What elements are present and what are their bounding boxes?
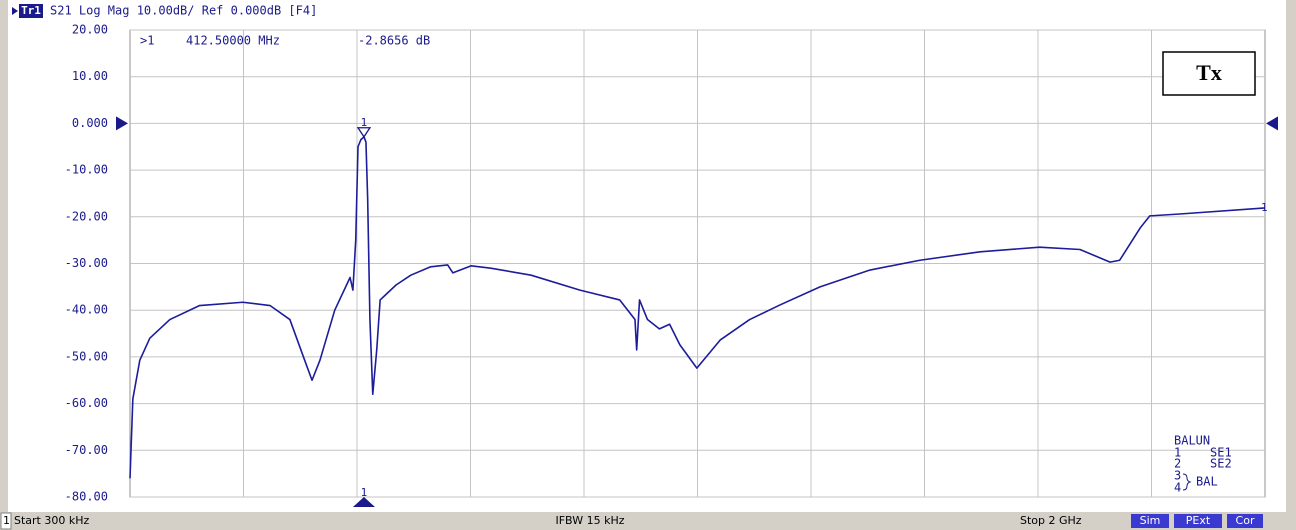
legend-brace	[1182, 473, 1192, 491]
legend-name: BAL	[1196, 475, 1218, 489]
marker-prefix: >1	[140, 34, 154, 48]
y-tick-label: -70.00	[65, 443, 108, 457]
y-tick-label: -60.00	[65, 396, 108, 410]
ref-arrow-right	[1266, 116, 1278, 131]
legend-port: 4	[1174, 481, 1181, 495]
trace-end-label: 1	[1261, 201, 1268, 214]
screen	[8, 0, 1286, 512]
y-tick-label: -40.00	[65, 303, 108, 317]
legend-title: BALUN	[1174, 434, 1210, 448]
status-badge-label: Sim	[1140, 514, 1161, 527]
y-tick-label: 20.00	[72, 23, 108, 37]
marker	[356, 127, 372, 138]
trace	[129, 136, 1266, 479]
status-badge-label: PExt	[1186, 514, 1211, 527]
annotation: Tx	[1196, 60, 1222, 85]
y-tick-label: -20.00	[65, 209, 108, 223]
grid	[130, 29, 1265, 498]
marker-frequency: 412.50000 MHz	[186, 34, 280, 48]
legend-port: 3	[1174, 469, 1181, 483]
marker-bottom-label: 1	[361, 486, 368, 499]
trace-header: S21 Log Mag 10.00dB/ Ref 0.000dB [F4]	[50, 4, 317, 18]
y-tick-label: -10.00	[65, 163, 108, 177]
legend-port: 1	[1174, 446, 1181, 460]
y-tick-label: -30.00	[65, 256, 108, 270]
annotation-box	[1162, 51, 1256, 96]
badges: Sim PExt Cor	[1131, 514, 1263, 528]
status-badge[interactable]	[1131, 514, 1169, 528]
start: Start 300 kHz	[14, 514, 90, 527]
legend-port: 2	[1174, 457, 1181, 471]
marker-value: -2.8656 dB	[358, 34, 430, 48]
ifbw: IFBW 15 kHz	[555, 514, 624, 527]
trace-arrow	[12, 7, 18, 15]
legend-name: SE1	[1210, 446, 1232, 460]
trace-badge[interactable]	[19, 4, 43, 18]
marker-label: 1	[361, 116, 368, 129]
y-tick-label: -50.00	[65, 349, 108, 363]
status-badge[interactable]	[1227, 514, 1263, 528]
y-tick-label: 10.00	[72, 69, 108, 83]
channel: 1	[3, 514, 10, 527]
marker-bottom	[352, 497, 375, 507]
y-tick-label: -80.00	[65, 490, 108, 504]
status-badge[interactable]	[1174, 514, 1222, 528]
plot	[129, 136, 1266, 479]
y-tick-label: 0.000	[72, 116, 108, 130]
legend-name: SE2	[1210, 457, 1232, 471]
stop: Stop 2 GHz	[1020, 514, 1082, 527]
trace-name: Tr1	[21, 4, 41, 17]
status-bar	[0, 512, 1296, 530]
ref-arrow-left	[116, 116, 128, 131]
status-badge-label: Cor	[1236, 514, 1255, 527]
channel-box[interactable]	[0, 512, 12, 530]
